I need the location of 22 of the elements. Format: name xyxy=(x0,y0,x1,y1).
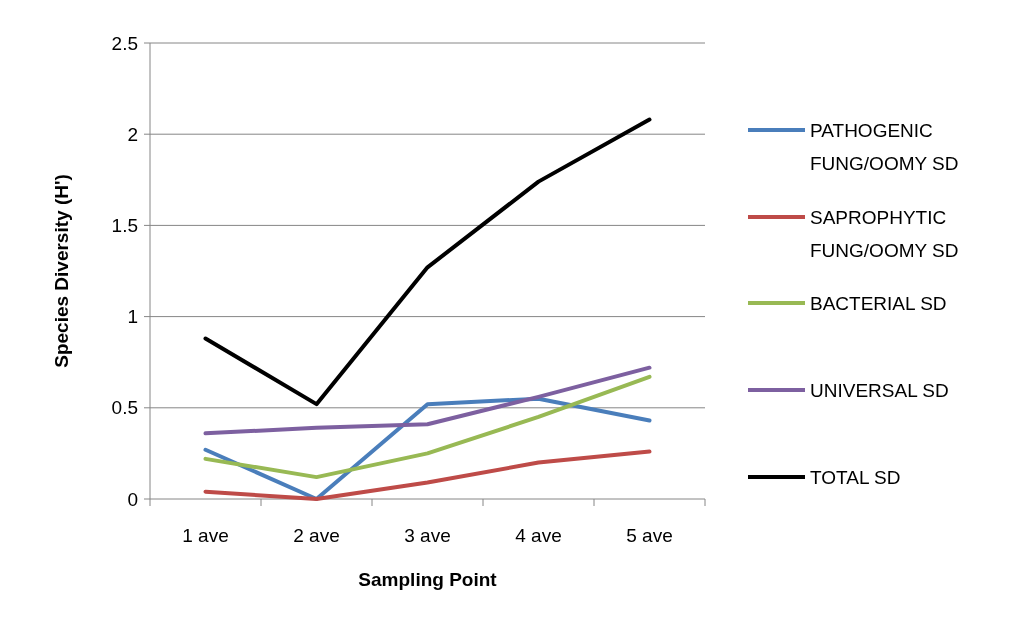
y-axis-title: Species Diversity (H') xyxy=(51,174,72,368)
x-tick-label: 4 ave xyxy=(515,525,562,546)
x-tick-label: 1 ave xyxy=(182,525,229,546)
legend-label: PATHOGENIC FUNG/OOMY SD xyxy=(810,119,959,174)
y-tick-label: 1.5 xyxy=(111,215,138,237)
x-axis-title: Sampling Point xyxy=(358,569,498,590)
x-tick-label: 3 ave xyxy=(404,525,451,546)
line-series xyxy=(203,117,652,407)
line-series xyxy=(203,374,652,480)
y-tick-label: 0.5 xyxy=(111,397,138,419)
line-series xyxy=(203,449,652,501)
line-series xyxy=(203,365,652,436)
legend-label: BACTERIAL SD xyxy=(810,292,947,314)
y-tick-label: 1 xyxy=(127,306,138,328)
y-tick-label: 2 xyxy=(127,123,138,145)
legend-label: UNIVERSAL SD xyxy=(810,379,949,401)
y-tick-label: 2.5 xyxy=(111,32,138,54)
y-tick-label: 0 xyxy=(127,488,138,510)
legend-label: TOTAL SD xyxy=(810,466,901,488)
x-tick-label: 2 ave xyxy=(293,525,340,546)
x-tick-label: 5 ave xyxy=(626,525,673,546)
legend-label: SAPROPHYTIC FUNG/OOMY SD xyxy=(810,206,959,261)
